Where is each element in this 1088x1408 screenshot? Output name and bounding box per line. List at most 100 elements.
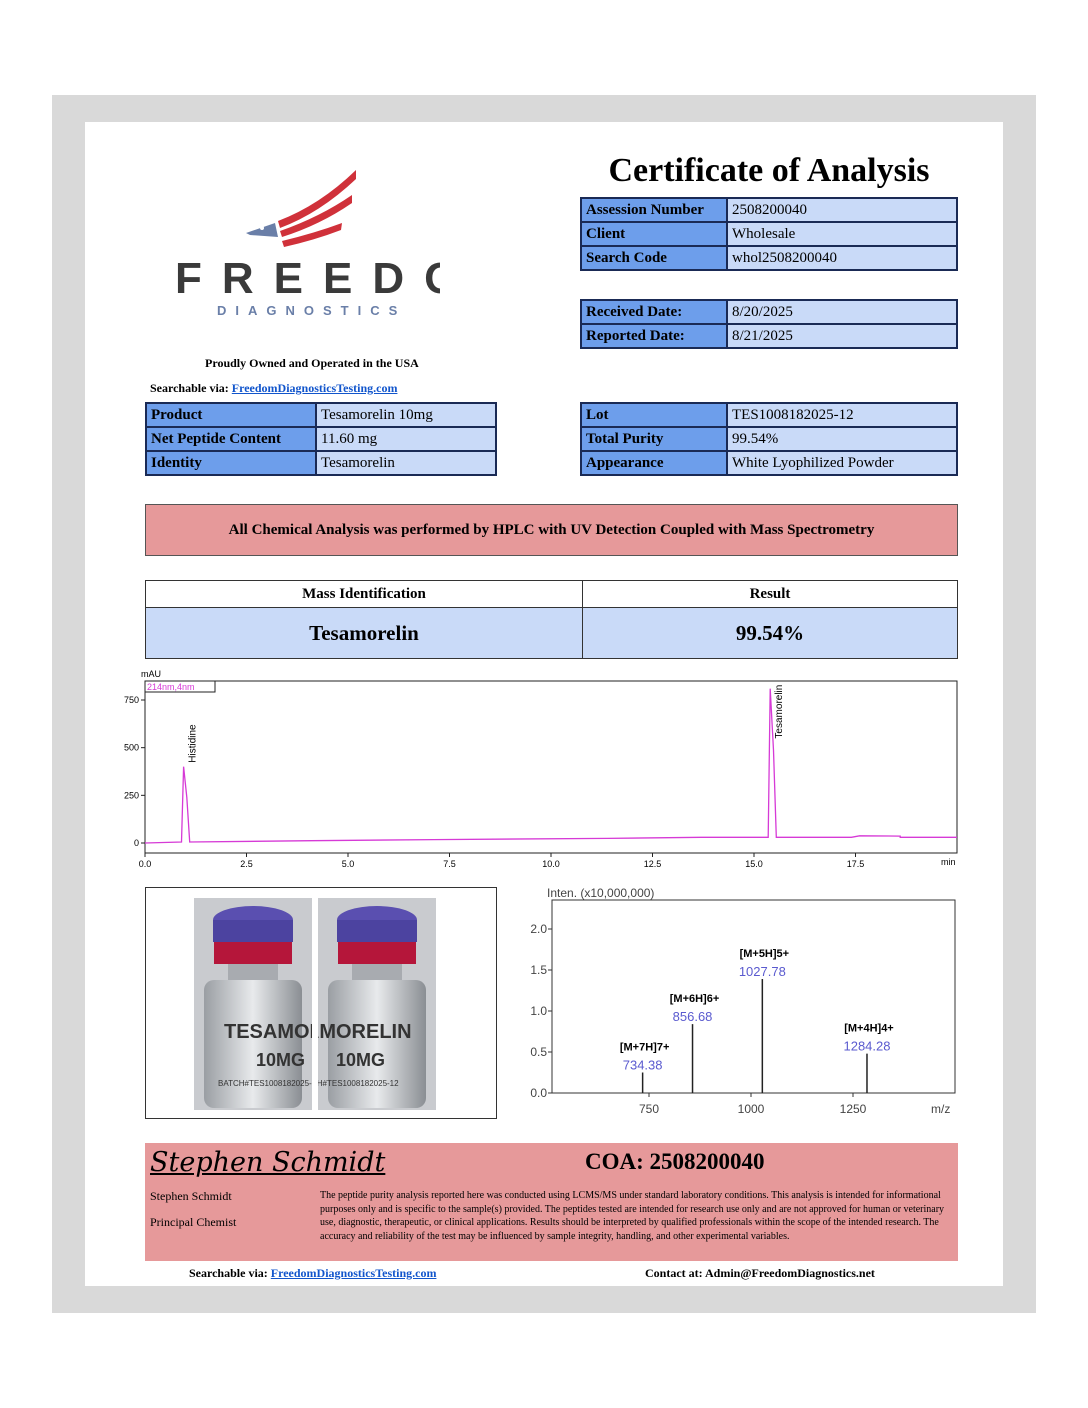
- table-row: Identity Tesamorelin: [145, 450, 497, 476]
- results-row: Tesamorelin 99.54%: [145, 607, 958, 659]
- plot-frame: [144, 680, 958, 854]
- table-row: Reported Date: 8/21/2025: [580, 323, 958, 349]
- vial-image-left: TESAMORELIN 10MG BATCH#TES1008182025-12: [194, 898, 370, 1110]
- logo-wordmark: FREEDOM: [175, 254, 440, 303]
- y-tick-label: 0.0: [530, 1086, 547, 1100]
- row-label: Total Purity: [580, 426, 728, 452]
- table-row: Lot TES1008182025-12: [580, 402, 958, 428]
- svg-text:TESAMORELIN: TESAMORELIN: [224, 1021, 370, 1043]
- signature-image: Stephen Schmidt: [150, 1147, 386, 1178]
- table-row: Search Code whol2508200040: [580, 245, 958, 271]
- row-label: Reported Date:: [580, 323, 728, 349]
- x-tick-label: 7.5: [443, 859, 456, 869]
- x-axis-label: m/z: [931, 1102, 950, 1116]
- x-tick-label: 750: [639, 1102, 659, 1116]
- y-tick-label: 0.5: [530, 1045, 547, 1059]
- plot-frame: [551, 899, 956, 1094]
- row-label: Identity: [145, 450, 317, 476]
- y-tick-label: 1.5: [530, 963, 547, 977]
- y-tick-label: 1.0: [530, 1004, 547, 1018]
- table-row: Client Wholesale: [580, 221, 958, 247]
- tagline: Proudly Owned and Operated in the USA: [205, 356, 419, 370]
- table-row: Appearance White Lyophilized Powder: [580, 450, 958, 476]
- dates-table: Received Date: 8/20/2025 Reported Date: 8/…: [580, 299, 958, 349]
- y-axis-label: mAU: [141, 669, 161, 679]
- chemist-name: Stephen Schmidt: [150, 1189, 232, 1203]
- chromatogram-trace: [144, 688, 957, 844]
- signature-box: Stephen Schmidt COA: 2508200040 Stephen …: [145, 1143, 958, 1261]
- footer-contact: Contact at: Admin@FreedomDiagnostics.net: [645, 1266, 875, 1280]
- x-tick-label: 12.5: [644, 859, 662, 869]
- x-tick-label: 5.0: [342, 859, 355, 869]
- page-title: Certificate of Analysis: [608, 152, 930, 189]
- row-label: Lot: [580, 402, 728, 428]
- row-value: 99.54%: [726, 426, 958, 452]
- y-tick-label: 250: [124, 790, 139, 800]
- peak-mz-label: 1284.28: [843, 1039, 890, 1054]
- header-result: Result: [582, 580, 958, 608]
- disclaimer: The peptide purity analysis reported her…: [320, 1190, 945, 1242]
- row-value: 8/20/2025: [726, 299, 958, 325]
- y-tick-label: 500: [124, 743, 139, 753]
- peak-label: Histidine: [188, 724, 199, 763]
- x-tick-label: 2.5: [240, 859, 253, 869]
- mass-spectrum: Inten. (x10,000,000) m/z 0.0 0.5 1.0 1.5 2.0 75…: [530, 886, 956, 1116]
- row-value: Tesamorelin: [315, 450, 497, 476]
- svg-text:BATCH#TES1008182025-12: BATCH#TES1008182025-12: [218, 1079, 321, 1088]
- vial-photo-frame: TESAMORELIN 10MG BATCH#TES1008182025-12 …: [145, 887, 497, 1119]
- y-tick-label: 2.0: [530, 922, 547, 936]
- x-axis-label: min: [941, 857, 956, 867]
- svg-text:10MG: 10MG: [336, 1050, 385, 1070]
- lot-table: Lot TES1008182025-12 Total Purity 99.54% A…: [580, 402, 958, 476]
- table-row: Assession Number 2508200040: [580, 197, 958, 223]
- legend-label: 214nm,4nm: [147, 682, 195, 692]
- row-value: whol2508200040: [726, 245, 958, 271]
- row-value: Tesamorelin 10mg: [315, 402, 497, 428]
- searchable-label: Searchable via:: [150, 381, 229, 395]
- row-value: 2508200040: [726, 197, 958, 223]
- product-table: Product Tesamorelin 10mg Net Peptide Cont…: [145, 402, 497, 476]
- peak-label: Tesamorelin: [774, 685, 785, 739]
- x-tick-label: 10.0: [542, 859, 560, 869]
- row-label: Assession Number: [580, 197, 728, 223]
- peak-ion-label: [M+5H]5+: [740, 948, 790, 960]
- footer-website-link[interactable]: FreedomDiagnosticsTesting.com: [270, 1266, 437, 1280]
- peak-mz-label: 1027.78: [739, 964, 786, 979]
- method-banner: All Chemical Analysis was performed by H…: [145, 504, 958, 556]
- peak-ion-label: [M+7H]7+: [620, 1042, 670, 1054]
- peak-ion-label: [M+4H]4+: [844, 1023, 894, 1035]
- row-label: Product: [145, 402, 317, 428]
- freedom-diagnostics-logo: FREEDOM DIAGNOSTICS: [175, 170, 440, 318]
- row-value: 8/21/2025: [726, 323, 958, 349]
- footer-searchable-label: Searchable via:: [189, 1266, 268, 1280]
- x-tick-label: 15.0: [745, 859, 763, 869]
- vial-image-right: TESAMORELIN 10MG BATCH#TES1008182025-12: [266, 898, 436, 1110]
- purity-result: 99.54%: [582, 607, 958, 659]
- table-row: Product Tesamorelin 10mg: [145, 402, 497, 428]
- hplc-chromatogram: mAU min 214nm,4nm 0 250 500 750 0.0 2.5 5.0 7.5 10.…: [124, 669, 958, 869]
- header-mass-identification: Mass Identification: [145, 580, 583, 608]
- x-tick-label: 0.0: [139, 859, 152, 869]
- row-value: TES1008182025-12: [726, 402, 958, 428]
- row-value: Wholesale: [726, 221, 958, 247]
- peak-ion-label: [M+6H]6+: [670, 993, 720, 1005]
- svg-text:TESAMORELIN: TESAMORELIN: [266, 1021, 412, 1043]
- vial-photo: TESAMORELIN 10MG BATCH#TES1008182025-12 …: [194, 898, 436, 1110]
- row-value: 11.60 mg: [315, 426, 497, 452]
- x-tick-label: 1250: [840, 1102, 867, 1116]
- table-row: Received Date: 8/20/2025: [580, 299, 958, 325]
- peak-mz-label: 734.38: [623, 1058, 663, 1073]
- accession-table: Assession Number 2508200040 Client Wholesa…: [580, 197, 958, 271]
- y-tick-label: 0: [134, 838, 139, 848]
- legend-box: [144, 680, 216, 693]
- table-row: Total Purity 99.54%: [580, 426, 958, 452]
- eagle-flag-icon: [246, 170, 356, 247]
- website-link[interactable]: FreedomDiagnosticsTesting.com: [231, 381, 398, 395]
- chemist-role: Principal Chemist: [150, 1215, 237, 1229]
- x-tick-label: 17.5: [847, 859, 865, 869]
- peak-mz-label: 856.68: [673, 1009, 713, 1024]
- table-row: Net Peptide Content 11.60 mg: [145, 426, 497, 452]
- x-tick-label: 1000: [738, 1102, 765, 1116]
- footer-searchable: Searchable via: FreedomDiagnosticsTestin…: [189, 1266, 436, 1281]
